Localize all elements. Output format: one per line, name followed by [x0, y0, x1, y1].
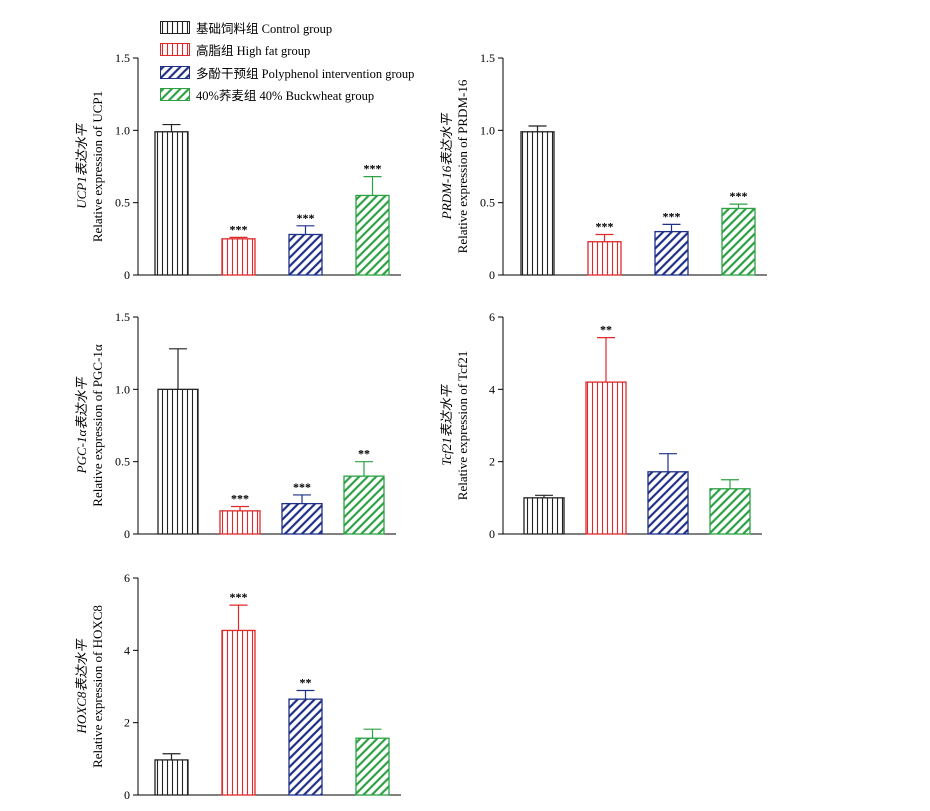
bar-prdm16-high-fat	[587, 241, 622, 276]
y-tick-label-ucp1: 0.5	[115, 196, 130, 210]
bar-pgc1a-control	[157, 388, 199, 535]
y-tick-label-hoxc8: 6	[124, 571, 130, 585]
y-tick-label-pgc1a: 1.5	[115, 310, 130, 324]
y-tick-label-prdm16: 0.5	[480, 196, 495, 210]
legend: 基础饲料组 Control group 高脂组 High fat group 多…	[160, 16, 414, 106]
significance-prdm16-buckwheat: ***	[730, 189, 748, 203]
bar-tcf21-buckwheat	[709, 488, 751, 535]
y-tick-label-hoxc8: 2	[124, 716, 130, 730]
bar-ucp1-buckwheat	[355, 194, 390, 276]
chart-pgc1a: 0 0.5 1.0 1.5 PGC-1α表达水平 Relative expression …	[74, 310, 396, 541]
significance-ucp1-high-fat: ***	[230, 222, 248, 236]
bar-tcf21-control	[523, 497, 565, 535]
y-tick-label-pgc1a: 0.5	[115, 455, 130, 469]
significance-prdm16-high-fat: ***	[596, 219, 614, 233]
legend-item-high-fat: 高脂组 High fat group	[160, 39, 414, 62]
significance-pgc1a-buckwheat: **	[358, 447, 370, 461]
bar-prdm16-buckwheat	[721, 207, 756, 276]
legend-swatch-control	[160, 20, 190, 34]
legend-swatch-polyphenol	[160, 65, 190, 79]
y-label-cn-tcf21: Tcf21表达水平	[439, 383, 454, 465]
y-tick-label-ucp1: 1.0	[115, 123, 130, 137]
bar-tcf21-polyphenol	[647, 471, 689, 535]
y-tick-label-ucp1: 1.5	[115, 51, 130, 65]
y-label-cn-pgc1a: PGC-1α表达水平	[74, 376, 89, 475]
chart-ucp1: 0 0.5 1.0 1.5 UCP1表达水平 Relative expression of…	[74, 51, 401, 282]
y-tick-label-hoxc8: 4	[124, 643, 130, 657]
bar-hoxc8-buckwheat	[355, 737, 390, 796]
legend-item-polyphenol: 多酚干预组 Polyphenol intervention group	[160, 61, 414, 84]
bar-pgc1a-polyphenol	[281, 502, 323, 535]
y-label-cn-ucp1: UCP1表达水平	[74, 122, 89, 209]
y-label-en-ucp1: Relative expression of UCP1	[90, 91, 105, 242]
legend-item-buckwheat: 40%荞麦组 40% Buckwheat group	[160, 84, 414, 107]
significance-pgc1a-high-fat: ***	[231, 492, 249, 506]
y-tick-label-tcf21: 4	[489, 382, 495, 396]
y-label-en-pgc1a: Relative expression of PGC-1α	[90, 344, 105, 507]
chart-hoxc8: 0 2 4 6 HOXC8表达水平 Relative expression of HOXC…	[74, 571, 401, 802]
legend-swatch-high-fat	[160, 43, 190, 57]
significance-ucp1-polyphenol: ***	[297, 211, 315, 225]
y-tick-label-tcf21: 2	[489, 455, 495, 469]
significance-prdm16-polyphenol: ***	[663, 209, 681, 223]
y-tick-label-prdm16: 1.5	[480, 51, 495, 65]
y-label-en-hoxc8: Relative expression of HOXC8	[90, 605, 105, 768]
significance-hoxc8-high-fat: ***	[230, 590, 248, 604]
y-label-cn-hoxc8: HOXC8表达水平	[74, 638, 89, 735]
bar-pgc1a-buckwheat	[343, 475, 385, 535]
legend-label-control: 基础饲料组 Control group	[196, 21, 333, 36]
y-label-en-tcf21: Relative expression of Tcf21	[455, 351, 470, 500]
y-tick-label-prdm16: 0	[489, 268, 495, 282]
y-tick-label-tcf21: 6	[489, 310, 495, 324]
y-tick-label-ucp1: 0	[124, 268, 130, 282]
bar-hoxc8-polyphenol	[288, 698, 323, 796]
bar-ucp1-high-fat	[221, 238, 256, 276]
bar-prdm16-polyphenol	[654, 230, 689, 276]
y-tick-label-pgc1a: 1.0	[115, 382, 130, 396]
y-tick-label-tcf21: 0	[489, 527, 495, 541]
legend-label-high-fat: 高脂组 High fat group	[196, 44, 311, 59]
y-tick-label-pgc1a: 0	[124, 527, 130, 541]
bar-ucp1-polyphenol	[288, 233, 323, 276]
bar-hoxc8-high-fat	[221, 629, 256, 796]
y-label-en-prdm16: Relative expression of PRDM-16	[455, 79, 470, 253]
y-tick-label-prdm16: 1.0	[480, 123, 495, 137]
chart-prdm16: 0 0.5 1.0 1.5 PRDM-16表达水平 Relative expression…	[439, 51, 767, 282]
y-tick-label-hoxc8: 0	[124, 788, 130, 802]
legend-swatch-buckwheat	[160, 88, 190, 102]
bar-hoxc8-control	[154, 759, 189, 796]
bar-pgc1a-high-fat	[219, 510, 261, 535]
bar-prdm16-control	[520, 131, 555, 276]
bar-ucp1-control	[154, 131, 189, 276]
legend-label-polyphenol: 多酚干预组 Polyphenol intervention group	[196, 66, 415, 81]
chart-tcf21: 0 2 4 6 Tcf21表达水平 Relative expression of Tcf2…	[439, 310, 762, 541]
significance-hoxc8-polyphenol: **	[300, 675, 312, 689]
legend-label-buckwheat: 40%荞麦组 40% Buckwheat group	[196, 89, 375, 104]
legend-item-control: 基础饲料组 Control group	[160, 16, 414, 39]
significance-tcf21-high-fat: **	[600, 323, 612, 337]
significance-pgc1a-polyphenol: ***	[293, 480, 311, 494]
significance-ucp1-buckwheat: ***	[364, 162, 382, 176]
y-label-cn-prdm16: PRDM-16表达水平	[439, 112, 454, 220]
bar-tcf21-high-fat	[585, 381, 627, 535]
